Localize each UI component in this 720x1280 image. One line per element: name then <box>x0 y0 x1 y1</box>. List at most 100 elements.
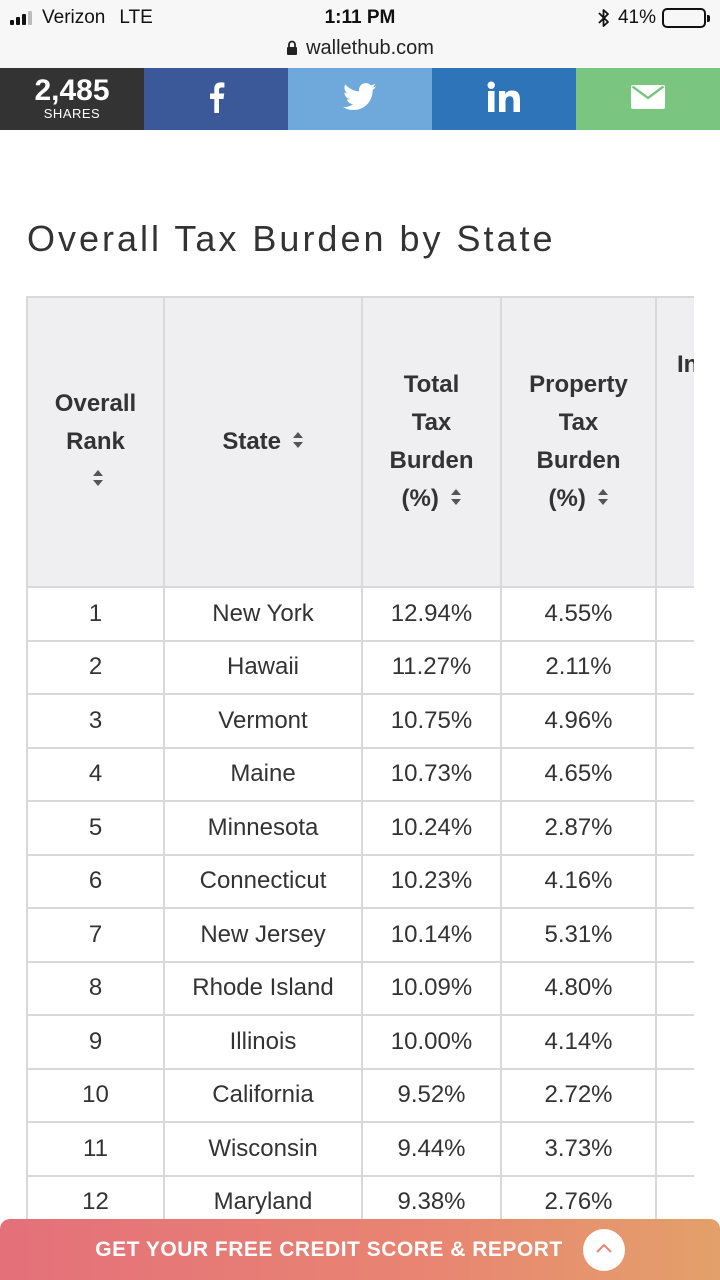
cell-rank: 4 <box>26 746 165 802</box>
table-row: 1 New York 12.94% 4.55% <box>26 586 694 642</box>
cell-state: Minnesota <box>163 800 363 856</box>
cell-rank: 12 <box>26 1174 165 1220</box>
status-right: 41% <box>598 6 710 30</box>
url-text: wallethub.com <box>306 36 434 59</box>
cell-state: Connecticut <box>163 853 363 909</box>
cell-rank: 2 <box>26 639 165 695</box>
status-left: Verizon LTE <box>10 7 153 29</box>
cell-total-tax-burden: 10.09% <box>361 960 502 1016</box>
cell-state: Hawaii <box>163 639 363 695</box>
cell-property-tax-burden: 4.96% <box>500 693 657 749</box>
share-count: 2,485 SHARES <box>0 68 144 130</box>
address-bar[interactable]: wallethub.com <box>0 35 720 61</box>
cell-total-tax-burden: 11.27% <box>361 639 502 695</box>
cell-state: New York <box>163 586 363 642</box>
cell-next-partial <box>655 586 694 642</box>
cell-next-partial <box>655 1014 694 1070</box>
cell-rank: 3 <box>26 693 165 749</box>
cell-next-partial <box>655 693 694 749</box>
cell-state: Wisconsin <box>163 1121 363 1177</box>
share-count-number: 2,485 <box>34 74 110 107</box>
table-row: 4 Maine 10.73% 4.65% <box>26 746 694 802</box>
scroll-to-top-button[interactable] <box>582 1228 625 1271</box>
cell-rank: 1 <box>26 586 165 642</box>
cell-property-tax-burden: 2.72% <box>500 1067 657 1123</box>
credit-score-banner[interactable]: GET YOUR FREE CREDIT SCORE & REPORT <box>0 1219 720 1280</box>
table-row: 2 Hawaii 11.27% 2.11% <box>26 639 694 695</box>
cell-rank: 7 <box>26 907 165 963</box>
cell-rank: 6 <box>26 853 165 909</box>
table-row: 8 Rhode Island 10.09% 4.80% <box>26 960 694 1016</box>
cell-rank: 5 <box>26 800 165 856</box>
carrier-label: Verizon <box>42 7 106 28</box>
email-share-button[interactable] <box>576 68 720 130</box>
table-header-row: Overall Rank State Total Tax Burden (%) <box>26 296 694 588</box>
cell-next-partial <box>655 639 694 695</box>
cell-next-partial <box>655 1067 694 1123</box>
table-row: 11 Wisconsin 9.44% 3.73% <box>26 1121 694 1177</box>
cell-total-tax-burden: 10.75% <box>361 693 502 749</box>
share-count-label: SHARES <box>43 106 101 121</box>
cell-property-tax-burden: 3.73% <box>500 1121 657 1177</box>
cell-property-tax-burden: 2.76% <box>500 1174 657 1220</box>
cell-next-partial <box>655 960 694 1016</box>
cell-state: Maine <box>163 746 363 802</box>
cell-rank: 10 <box>26 1067 165 1123</box>
table-body: 1 New York 12.94% 4.55% 2 Hawaii 11.27% 2.11% 3 V… <box>26 586 694 1220</box>
battery-icon <box>662 8 710 28</box>
cell-total-tax-burden: 9.52% <box>361 1067 502 1123</box>
table-row: 12 Maryland 9.38% 2.76% <box>26 1174 694 1220</box>
cell-state: Vermont <box>163 693 363 749</box>
cell-total-tax-burden: 9.44% <box>361 1121 502 1177</box>
battery-percent: 41% <box>617 7 656 28</box>
sort-icon <box>92 461 104 499</box>
cell-property-tax-burden: 2.11% <box>500 639 657 695</box>
tax-burden-table-scroll[interactable]: Overall Rank State Total Tax Burden (%) <box>26 296 694 1220</box>
cell-rank: 9 <box>26 1014 165 1070</box>
cell-property-tax-burden: 2.87% <box>500 800 657 856</box>
column-header-total-tax-burden[interactable]: Total Tax Burden (%) <box>361 296 502 588</box>
facebook-icon <box>207 81 225 118</box>
column-header-next-partial[interactable]: In <box>655 296 694 588</box>
column-header-rank[interactable]: Overall Rank <box>26 296 165 588</box>
linkedin-share-button[interactable] <box>432 68 576 130</box>
column-header-label: Property Tax Burden (%) <box>529 370 628 512</box>
cell-property-tax-burden: 5.31% <box>500 907 657 963</box>
share-bar: 2,485 SHARES <box>0 68 720 130</box>
tax-burden-table: Overall Rank State Total Tax Burden (%) <box>26 296 694 1220</box>
facebook-share-button[interactable] <box>144 68 288 130</box>
table-row: 5 Minnesota 10.24% 2.87% <box>26 800 694 856</box>
linkedin-icon <box>487 81 521 118</box>
bluetooth-icon <box>598 8 610 28</box>
cell-state: Rhode Island <box>163 960 363 1016</box>
column-header-property-tax-burden[interactable]: Property Tax Burden (%) <box>500 296 657 588</box>
cell-property-tax-burden: 4.55% <box>500 586 657 642</box>
sort-icon <box>597 480 609 518</box>
network-label: LTE <box>119 7 153 28</box>
sort-icon <box>292 423 304 461</box>
table-row: 9 Illinois 10.00% 4.14% <box>26 1014 694 1070</box>
cell-next-partial <box>655 746 694 802</box>
cell-state: California <box>163 1067 363 1123</box>
cell-property-tax-burden: 4.65% <box>500 746 657 802</box>
cell-rank: 8 <box>26 960 165 1016</box>
cell-next-partial <box>655 1121 694 1177</box>
table-row: 7 New Jersey 10.14% 5.31% <box>26 907 694 963</box>
twitter-share-button[interactable] <box>288 68 432 130</box>
email-icon <box>631 84 665 114</box>
status-bar: Verizon LTE 1:11 PM 41% wallethub.com <box>0 0 720 68</box>
cell-next-partial <box>655 1174 694 1220</box>
cell-total-tax-burden: 10.14% <box>361 907 502 963</box>
lock-icon <box>286 40 298 56</box>
column-header-label: Total Tax Burden (%) <box>389 370 474 512</box>
cell-total-tax-burden: 12.94% <box>361 586 502 642</box>
cell-total-tax-burden: 9.38% <box>361 1174 502 1220</box>
clock: 1:11 PM <box>324 7 396 28</box>
cell-rank: 11 <box>26 1121 165 1177</box>
table-row: 10 California 9.52% 2.72% <box>26 1067 694 1123</box>
column-header-state[interactable]: State <box>163 296 363 588</box>
cell-next-partial <box>655 800 694 856</box>
cell-state: Maryland <box>163 1174 363 1220</box>
sort-icon <box>450 480 462 518</box>
cell-property-tax-burden: 4.16% <box>500 853 657 909</box>
